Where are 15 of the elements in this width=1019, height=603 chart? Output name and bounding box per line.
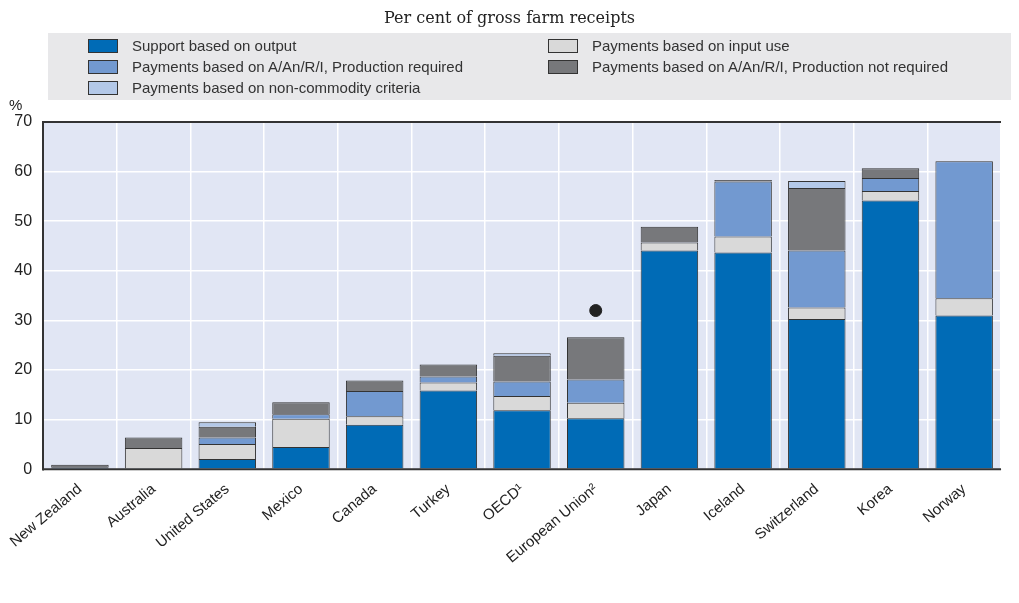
- y-tick-label: 50: [14, 211, 33, 229]
- y-tick-label: 60: [14, 162, 33, 180]
- y-tick-label: 70: [14, 112, 33, 130]
- legend-label: Payments based on non-commodity criteria: [132, 79, 421, 96]
- y-tick-label: 10: [14, 410, 33, 428]
- y-axis-title: %: [9, 96, 23, 113]
- chart-subtitle: Per cent of gross farm receipts: [382, 8, 637, 27]
- y-tick-label: 20: [14, 360, 33, 378]
- y-tick-label: 30: [14, 310, 33, 328]
- legend-label: Payments based on A/An/R/I, Production required: [132, 58, 464, 75]
- legend-label: Payments based on input use: [592, 37, 790, 54]
- y-tick-label: 40: [14, 261, 33, 279]
- legend-label: Payments based on A/An/R/I, Production not required: [592, 58, 949, 75]
- y-tick-label: 0: [23, 459, 33, 477]
- legend-label: Support based on output: [132, 37, 297, 54]
